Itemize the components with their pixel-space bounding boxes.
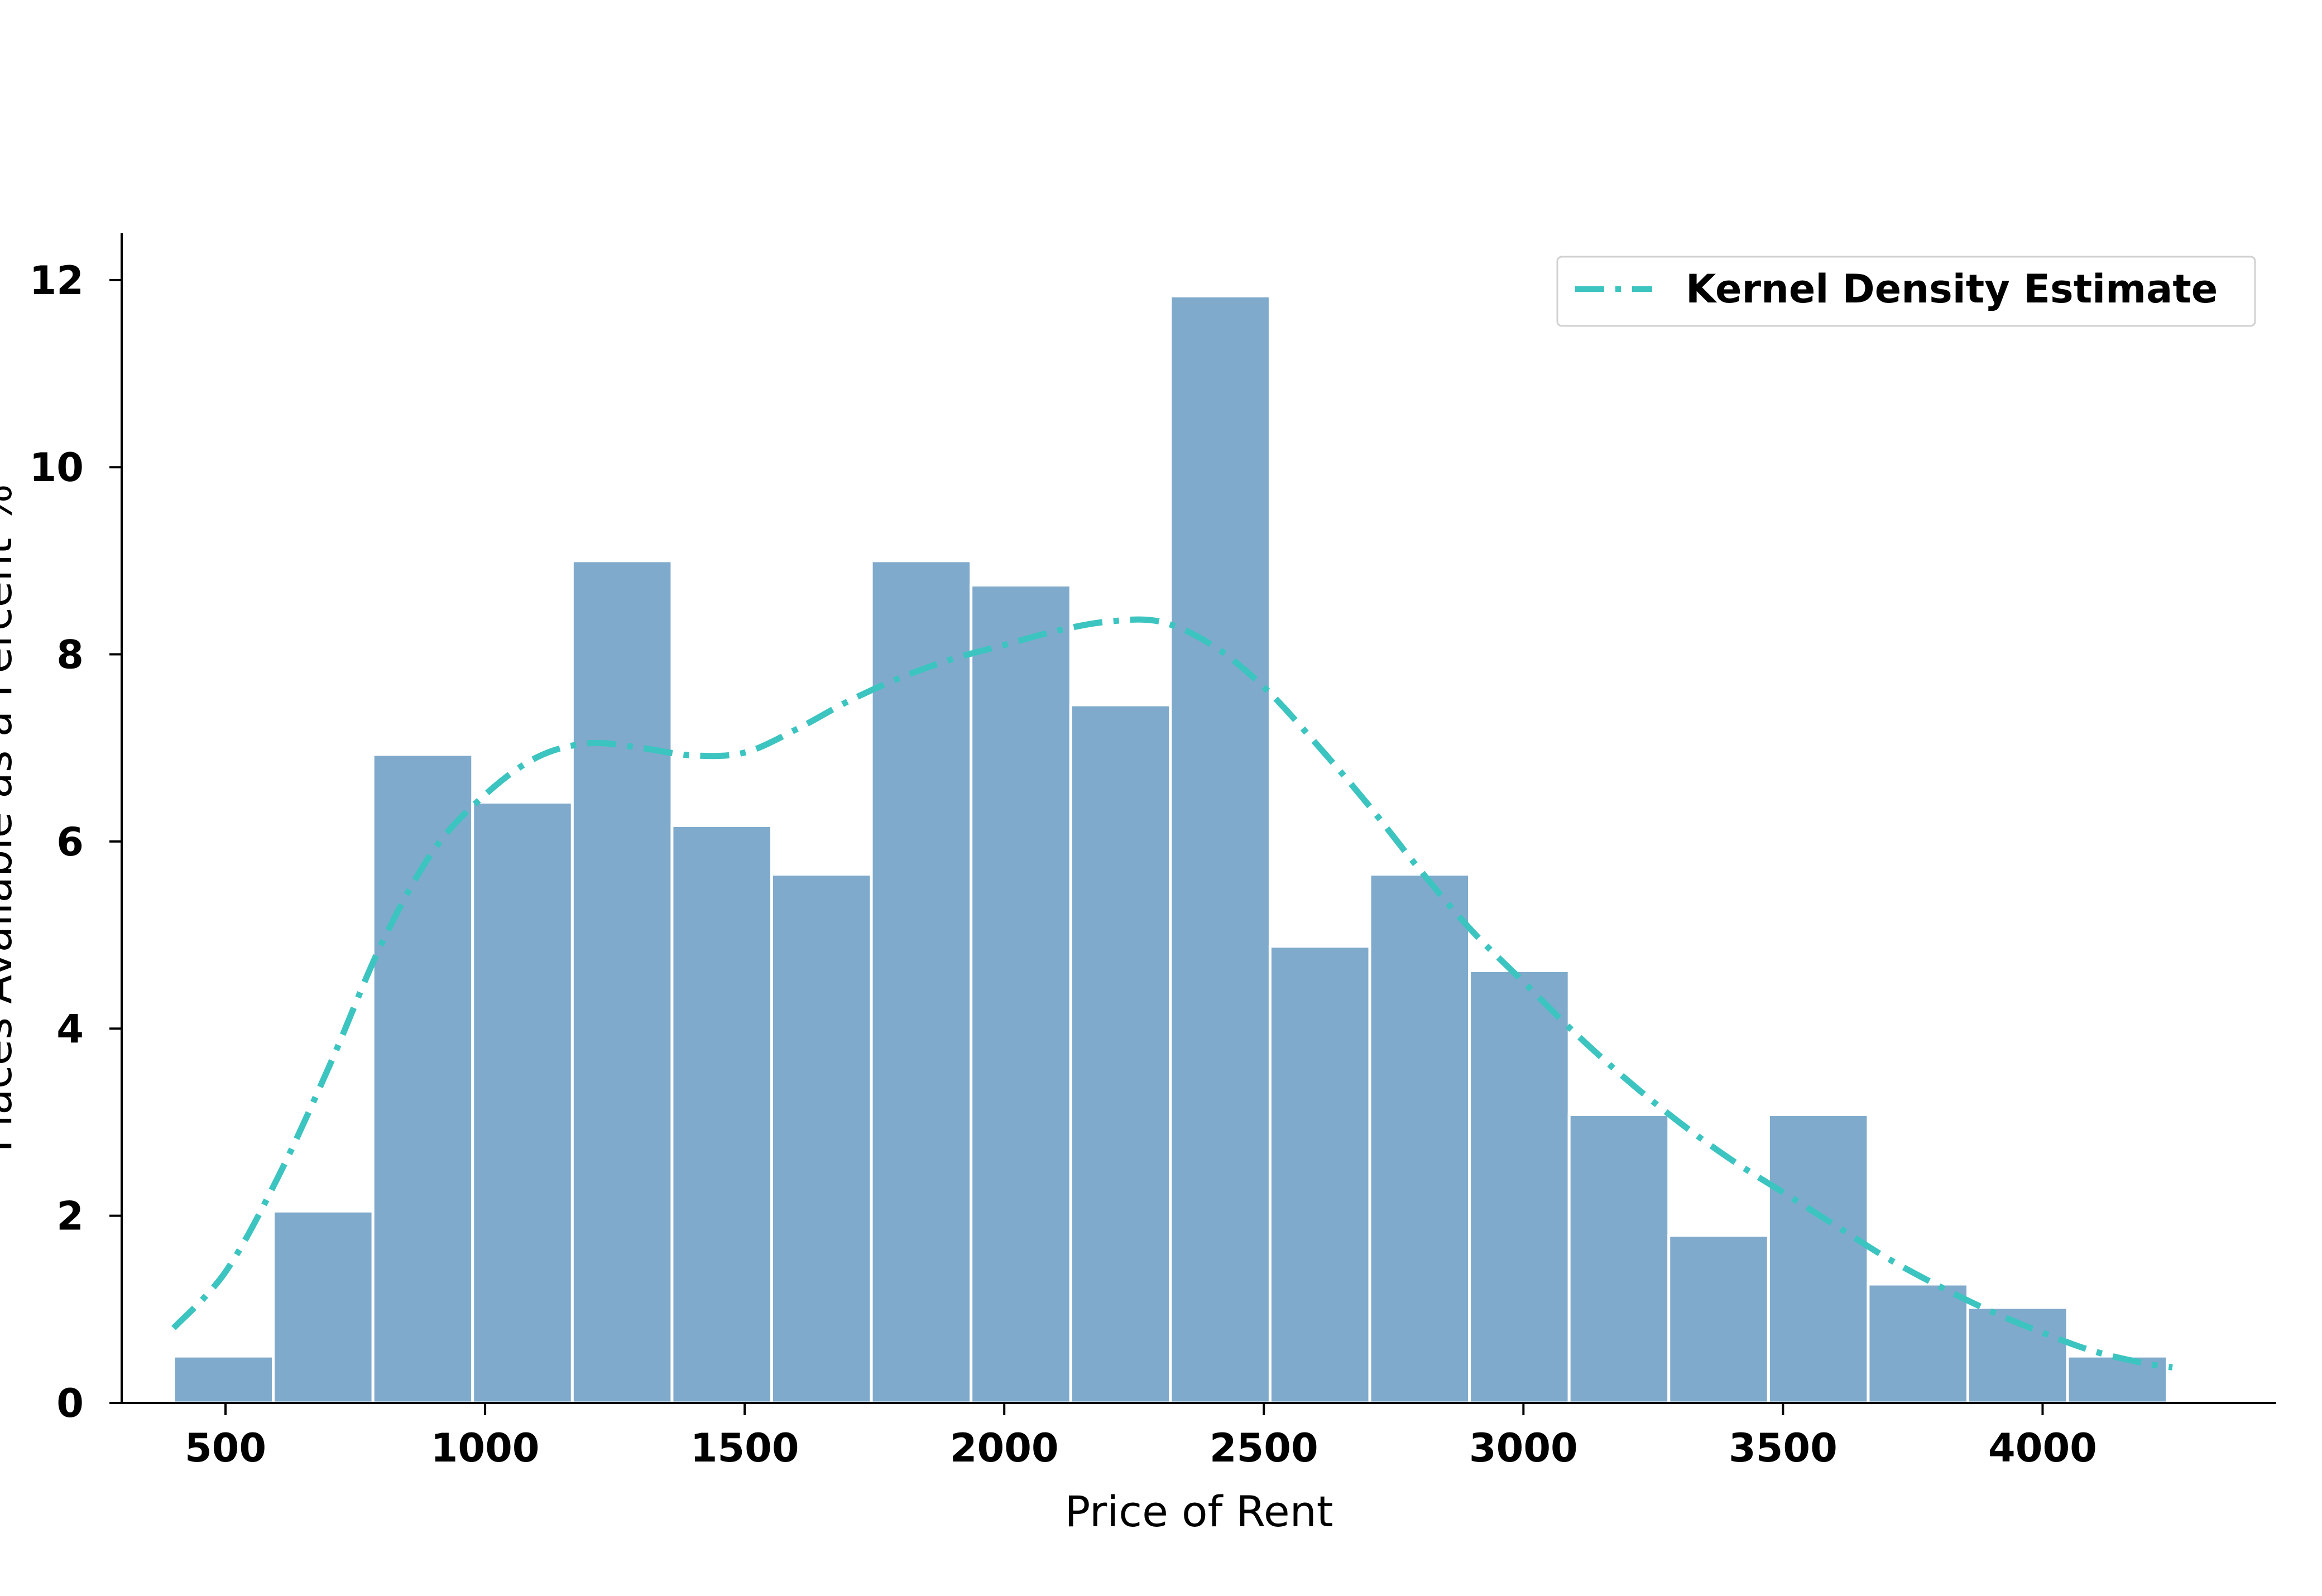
y-tick-label: 10 xyxy=(30,445,84,491)
y-axis-ticks: 0 2 4 6 8 10 12 xyxy=(30,258,122,1426)
histogram-bar-8 xyxy=(870,559,973,1405)
histogram-bar-20 xyxy=(2066,1354,2169,1405)
x-tick-label: 2500 xyxy=(1210,1425,1318,1471)
y-tick-label: 12 xyxy=(30,258,84,304)
histogram-bar-2 xyxy=(272,1209,375,1405)
histogram-bar-6 xyxy=(670,824,774,1405)
histogram-bar-1 xyxy=(172,1354,275,1405)
y-tick-label: 2 xyxy=(56,1194,84,1239)
histogram-bar-11 xyxy=(1169,294,1272,1405)
x-tick-label: 500 xyxy=(185,1425,266,1471)
x-tick-label: 1000 xyxy=(431,1425,540,1471)
legend: Kernel Density Estimate xyxy=(1556,256,2256,327)
legend-box xyxy=(1556,256,2256,327)
y-tick-label: 6 xyxy=(56,819,84,865)
histogram-bar-7 xyxy=(770,873,873,1405)
histogram-bar-15 xyxy=(1567,1113,1671,1405)
x-axis-title: Price of Rent xyxy=(1064,1487,1333,1536)
histogram-bar-10 xyxy=(1069,703,1172,1405)
kde-series-line xyxy=(171,616,2173,1371)
x-tick-label: 4000 xyxy=(1988,1425,2097,1471)
histogram-bar-16 xyxy=(1667,1234,1770,1405)
y-tick-label: 4 xyxy=(56,1006,84,1052)
y-tick-label: 8 xyxy=(56,632,84,678)
x-tick-label: 3000 xyxy=(1469,1425,1578,1471)
histogram-bar-12 xyxy=(1268,945,1371,1405)
histogram-bar-17 xyxy=(1767,1113,1870,1405)
legend-label-kde: Kernel Density Estimate xyxy=(1686,266,2218,312)
x-tick-label: 1500 xyxy=(690,1425,799,1471)
histogram-bar-4 xyxy=(471,800,574,1405)
histogram-bar-14 xyxy=(1468,969,1571,1405)
y-axis-title: Places Available as a Percent % xyxy=(0,484,21,1152)
histogram-bar-9 xyxy=(970,583,1072,1405)
x-axis-ticks: 500 1000 1500 2000 2500 3000 3500 4000 xyxy=(185,1403,2097,1471)
x-tick-label: 2000 xyxy=(950,1425,1059,1471)
histogram-bar-18 xyxy=(1867,1282,1970,1405)
y-tick-label: 0 xyxy=(56,1381,84,1426)
histogram-bar-5 xyxy=(570,559,674,1405)
histogram-bars xyxy=(172,294,2169,1405)
x-tick-label: 3500 xyxy=(1729,1425,1838,1471)
histogram-bar-3 xyxy=(371,753,474,1405)
histogram-bar-13 xyxy=(1368,873,1471,1405)
